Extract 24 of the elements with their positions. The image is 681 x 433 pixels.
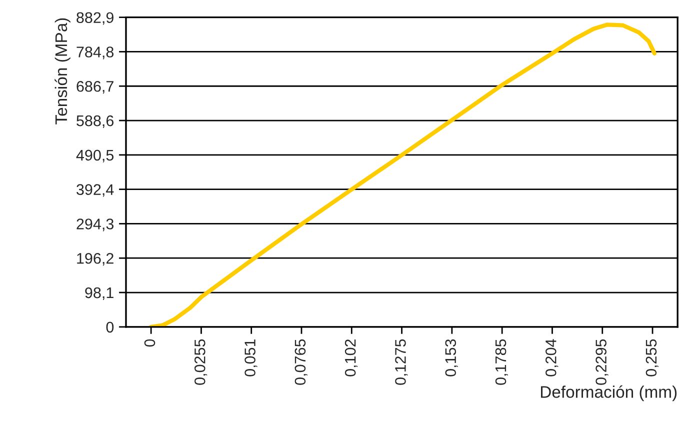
x-tick-label: 0,2295: [596, 339, 608, 385]
y-tick-label: 882,9: [76, 12, 114, 25]
y-tick-label: 588,6: [76, 115, 114, 128]
x-tick-label: 0,255: [646, 339, 658, 376]
x-tick-label: 0,102: [344, 339, 358, 376]
x-tick-label: 0,0255: [194, 339, 208, 385]
x-tick-label: 0,1275: [395, 339, 408, 385]
x-tick-label: 0,0765: [294, 339, 308, 385]
y-tick-label: 294,3: [76, 218, 114, 232]
y-tick-label: 686,7: [76, 80, 114, 94]
y-tick-label: 392,4: [76, 184, 114, 197]
y-axis-title: Tensión (MPa): [54, 18, 70, 124]
x-tick-label: 0,051: [244, 339, 258, 376]
y-tick-label: 98,1: [85, 287, 114, 300]
x-tick-label: 0,153: [445, 339, 458, 376]
x-tick-label: 0,1785: [495, 339, 508, 385]
line-series: [148, 22, 657, 327]
y-tick-label: 0: [106, 322, 114, 333]
y-tick-label: 490,5: [76, 150, 114, 162]
x-tick-label: 0: [144, 339, 156, 347]
y-tick-label: 784,8: [76, 46, 114, 60]
y-tick-label: 196,2: [77, 252, 114, 266]
x-axis-title: Deformación (mm): [540, 385, 677, 402]
x-tick-label: 0,204: [546, 339, 558, 376]
